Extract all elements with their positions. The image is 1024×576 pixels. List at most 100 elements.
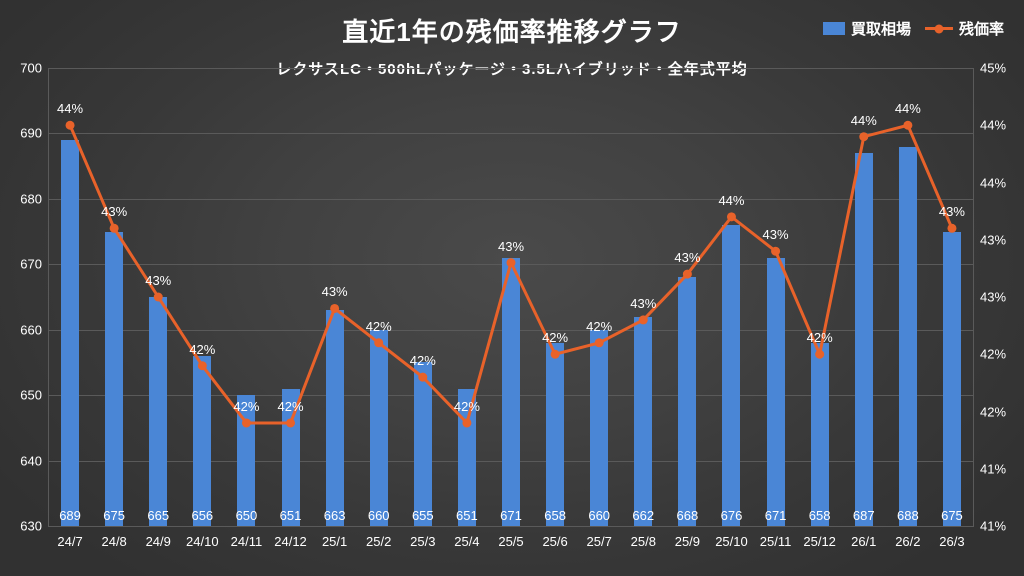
- bar[interactable]: [413, 362, 432, 526]
- line-point[interactable]: [550, 349, 560, 359]
- bar[interactable]: [942, 231, 961, 526]
- gridline: [48, 133, 974, 135]
- bar[interactable]: [105, 231, 124, 526]
- y-tick-label-left: 650: [20, 387, 42, 403]
- y-tick-label-left: 640: [20, 453, 42, 469]
- line-point[interactable]: [947, 223, 957, 233]
- legend-bar-swatch-icon: [822, 22, 845, 35]
- line-point-label: 42%: [586, 318, 613, 334]
- bar[interactable]: [61, 139, 80, 526]
- bar[interactable]: [898, 146, 917, 526]
- bar-value-label: 687: [852, 508, 875, 523]
- line-point-label: 42%: [453, 398, 480, 414]
- bar-value-label: 658: [544, 508, 566, 523]
- bar-value-label: 663: [323, 508, 346, 523]
- bar-value-label: 688: [896, 508, 919, 523]
- line-point[interactable]: [638, 315, 648, 325]
- bar[interactable]: [854, 153, 873, 526]
- plot-area: 630 640 650 660 670 680 690 700 41% 41% 42% 42% 43%…: [20, 61, 1006, 550]
- line-point[interactable]: [859, 132, 869, 142]
- line-point[interactable]: [330, 303, 340, 313]
- line-point-label: 43%: [101, 204, 128, 220]
- bar-value-label: 660: [588, 508, 611, 523]
- gridline: [48, 198, 974, 200]
- bar[interactable]: [325, 310, 344, 526]
- line-point-label: 43%: [674, 250, 701, 266]
- line-point[interactable]: [506, 258, 516, 268]
- line-point[interactable]: [286, 418, 296, 428]
- line-point[interactable]: [418, 372, 428, 382]
- y-tick-label-right: 43%: [980, 289, 1007, 305]
- bar-value-label: 668: [676, 508, 699, 523]
- bar-value-label: 665: [147, 508, 170, 523]
- x-tick-label: 26/3: [939, 534, 965, 549]
- line-point-label: 42%: [277, 398, 304, 414]
- line-point[interactable]: [726, 212, 736, 222]
- x-tick-label: 25/4: [454, 534, 480, 549]
- line-point[interactable]: [153, 292, 163, 302]
- line-point-label: 42%: [409, 353, 436, 369]
- legend-item-line[interactable]: 残価率: [924, 18, 1004, 39]
- bar[interactable]: [546, 342, 565, 526]
- bar[interactable]: [237, 395, 256, 526]
- gridline: [48, 526, 974, 527]
- chart-legend: 買取相場 残価率: [822, 18, 1004, 39]
- line-point-label: 43%: [762, 227, 789, 243]
- line-path: [68, 123, 954, 426]
- y-tick-label-left: 660: [20, 322, 42, 338]
- x-tick-label: 25/7: [586, 534, 612, 549]
- bar[interactable]: [193, 355, 212, 526]
- y-tick-label-right: 44%: [980, 175, 1007, 190]
- bar[interactable]: [369, 329, 388, 526]
- y-axis-right: [973, 68, 974, 526]
- bar-series: [48, 68, 974, 526]
- bar-value-label: 671: [500, 508, 522, 523]
- y-tick-label-right: 45%: [980, 60, 1007, 76]
- y-tick-label-right: 41%: [980, 461, 1007, 477]
- line-point[interactable]: [594, 338, 604, 348]
- y-tick-label-left: 700: [20, 60, 42, 76]
- y-tick-label-left: 690: [20, 125, 42, 141]
- chart-title: 直近1年の残価率推移グラフ: [342, 17, 682, 47]
- line-point-label: 44%: [57, 101, 84, 117]
- bar-value-label: 655: [411, 508, 434, 523]
- y-tick-label-left: 670: [20, 256, 42, 272]
- x-tick-label: 25/8: [630, 534, 656, 549]
- bar[interactable]: [634, 316, 653, 526]
- x-tick-label: 25/3: [410, 534, 436, 549]
- line-point[interactable]: [197, 361, 207, 371]
- bar[interactable]: [766, 257, 785, 526]
- line-point[interactable]: [462, 418, 472, 428]
- x-tick-label: 25/5: [498, 534, 524, 549]
- line-point-label: 42%: [189, 341, 216, 357]
- legend-item-bar[interactable]: 買取相場: [822, 18, 911, 39]
- x-tick-label: 25/6: [542, 534, 568, 549]
- bar[interactable]: [149, 297, 168, 526]
- bar-value-label: 658: [808, 508, 831, 523]
- bar[interactable]: [722, 225, 741, 526]
- line-point[interactable]: [374, 338, 384, 348]
- x-tick-label: 24/9: [145, 534, 171, 549]
- x-tick-label: 25/1: [321, 534, 348, 549]
- x-tick-label: 26/2: [895, 534, 921, 549]
- line-point-label: 44%: [850, 112, 877, 128]
- line-point[interactable]: [241, 418, 251, 428]
- line-point-label: 43%: [145, 273, 172, 288]
- bar[interactable]: [678, 277, 697, 526]
- y-tick-label-right: 42%: [980, 404, 1007, 419]
- line-point[interactable]: [109, 223, 119, 233]
- line-point[interactable]: [815, 349, 825, 359]
- bar[interactable]: [590, 329, 609, 526]
- line-point[interactable]: [771, 246, 781, 256]
- line-point[interactable]: [65, 120, 75, 130]
- line-point[interactable]: [903, 120, 913, 130]
- bar[interactable]: [502, 257, 520, 526]
- bar[interactable]: [810, 342, 829, 526]
- bar-value-label: 651: [279, 508, 302, 523]
- chart-subtitle: レクサスLC・500hLパッケージ・3.5Lハイブリッド・全年式平均: [276, 61, 748, 78]
- line-point[interactable]: [682, 269, 692, 279]
- line-point-label: 42%: [365, 318, 392, 334]
- y-tick-label-right: 44%: [980, 117, 1007, 133]
- y-tick-label-left: 630: [20, 518, 42, 534]
